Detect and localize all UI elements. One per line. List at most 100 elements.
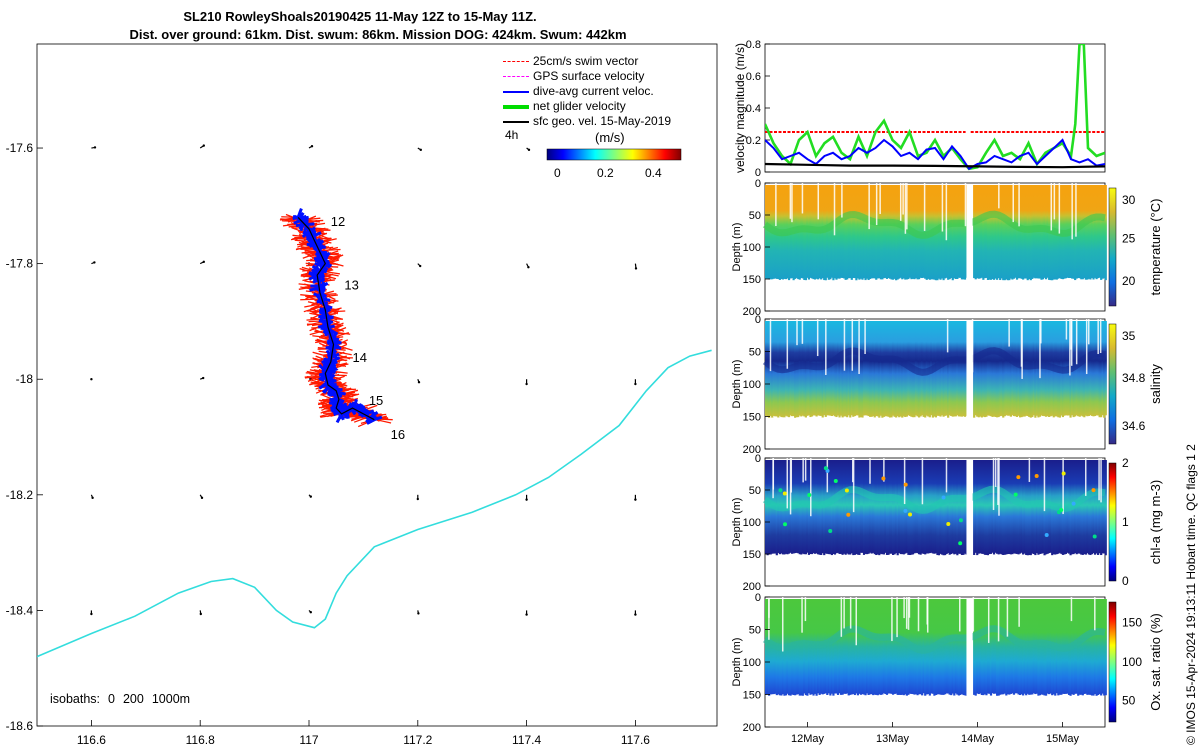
- profile-surface-gap: [768, 597, 770, 640]
- profile-dive-column: [876, 599, 879, 696]
- profile-panel-temperature: 0 50 100 150 200 Depth (m) 20 25 30 temperature (…: [731, 178, 1163, 318]
- profile-dive-column: [1097, 185, 1100, 279]
- colorbar-time-label: 4h: [505, 128, 519, 142]
- profile-surface-gap: [921, 458, 924, 505]
- profile-dive-column: [1011, 321, 1014, 416]
- profile-surface-gap: [1075, 319, 1078, 365]
- profile-dive-column: [896, 460, 899, 556]
- profile-dive-column: [1081, 185, 1084, 280]
- profile-dive-column: [1037, 599, 1040, 696]
- profile-dive-column: [979, 321, 982, 417]
- profile-dive-column: [986, 321, 990, 416]
- legend-entry-dive-avg: dive-avg current veloc.: [503, 84, 671, 99]
- profile-dive-column: [1093, 185, 1097, 278]
- profile-panel-salinity: 0 50 100 150 200 Depth (m) 34.6 34.8 35 salinity: [731, 314, 1163, 456]
- profile-dive-column: [953, 185, 956, 279]
- profile-dive-column: [999, 321, 1002, 417]
- profile-surface-gap: [802, 458, 804, 483]
- profile-dive-column: [940, 185, 944, 279]
- geo-vector-head: [309, 611, 312, 614]
- profile-surface-gap: [896, 597, 898, 638]
- profile-dive-column: [957, 460, 960, 554]
- profile-surface-gap: [826, 458, 829, 493]
- profile-dive-column: [1086, 599, 1089, 695]
- profile-dive-column: [844, 185, 847, 280]
- profile-dive-column: [1100, 460, 1103, 556]
- profile-dive-column: [1078, 321, 1081, 417]
- profile-surface-gap: [1075, 183, 1077, 237]
- profile-dive-column: [853, 460, 856, 555]
- profile-dive-column: [879, 185, 882, 280]
- profile-dive-column: [878, 185, 881, 279]
- profile-surface-gap: [883, 458, 885, 482]
- geo-vector-head: [93, 146, 97, 149]
- profile-dive-column: [829, 599, 832, 696]
- profile-dive-column: [980, 321, 983, 418]
- geo-vector: [199, 494, 204, 500]
- profile-dive-column: [945, 599, 948, 694]
- profile-colorbar: [1108, 462, 1117, 582]
- profile-data-field: [762, 183, 1107, 281]
- profile-dive-column: [835, 460, 838, 554]
- profile-dive-column: [1080, 321, 1083, 416]
- profile-dive-column: [859, 599, 863, 695]
- profile-dive-column: [891, 599, 895, 695]
- profile-dive-column: [983, 460, 986, 555]
- profile-dive-column: [765, 599, 768, 695]
- profile-dive-column: [835, 599, 838, 694]
- profile-dive-column: [996, 185, 999, 280]
- profile-colorbar-label: chl-a (mg m-3): [1148, 480, 1163, 565]
- qc-flags-label: QC flags 1 2: [1184, 444, 1198, 511]
- profile-dive-column: [944, 185, 947, 279]
- isobath-value: 200: [122, 692, 144, 706]
- profile-dive-column: [856, 185, 859, 279]
- geo-vector: [417, 263, 422, 268]
- current-vector: [319, 287, 326, 298]
- colorbar-tick-2: 0.4: [645, 166, 662, 180]
- chla-point: [903, 482, 908, 487]
- geo-velocity-vectors: [90, 144, 638, 726]
- profile-dive-column: [1078, 599, 1081, 695]
- profile-dive-column: [962, 321, 965, 417]
- profile-dive-column: [830, 460, 833, 556]
- profile-dive-column: [1008, 321, 1011, 416]
- profile-surface-gap: [875, 183, 878, 226]
- geo-vector: [308, 609, 312, 614]
- profile-dive-column: [1077, 460, 1080, 554]
- profile-dive-column: [766, 599, 769, 695]
- profile-dive-column: [882, 599, 886, 694]
- profile-surface-gap: [917, 597, 920, 632]
- profile-dive-column: [826, 460, 829, 554]
- profile-dive-column: [997, 321, 1000, 418]
- velocity-series-line: [765, 138, 1105, 171]
- profile-dive-column: [921, 321, 924, 416]
- profile-dive-column: [1104, 321, 1107, 416]
- profile-dive-column: [869, 599, 872, 695]
- profile-colorbar-tick: 0: [1122, 574, 1129, 588]
- swim-vector: [308, 376, 328, 383]
- profile-dive-column: [862, 321, 866, 416]
- profile-surface-gap: [899, 183, 902, 221]
- profile-dive-column: [768, 599, 771, 696]
- profile-dive-column: [833, 321, 837, 417]
- profile-surface-gap: [1006, 597, 1009, 637]
- profile-dive-column: [901, 460, 904, 555]
- profile-surface-gap: [1058, 183, 1061, 234]
- profile-dive-column: [841, 460, 844, 555]
- current-vectors: [292, 208, 383, 425]
- geo-vector-head: [90, 378, 93, 381]
- profile-dive-column: [804, 185, 807, 281]
- profile-dive-column: [1090, 460, 1094, 555]
- profile-dive-column: [947, 321, 950, 418]
- profile-dive-column: [835, 321, 838, 418]
- profile-y-tick-label: 50: [749, 210, 761, 222]
- current-vector: [328, 360, 338, 368]
- profile-data-field: [762, 319, 1107, 418]
- profile-dive-column: [991, 460, 994, 553]
- profile-dive-column: [881, 599, 884, 695]
- profile-colorbar-tick: 30: [1122, 193, 1136, 207]
- profile-data-gap: [966, 183, 973, 311]
- profile-dive-column: [994, 185, 997, 279]
- copyright-text: © IMOS 15-Apr-2024 19:13:11 Hobart time.: [1184, 514, 1198, 745]
- profile-dive-column: [950, 599, 953, 696]
